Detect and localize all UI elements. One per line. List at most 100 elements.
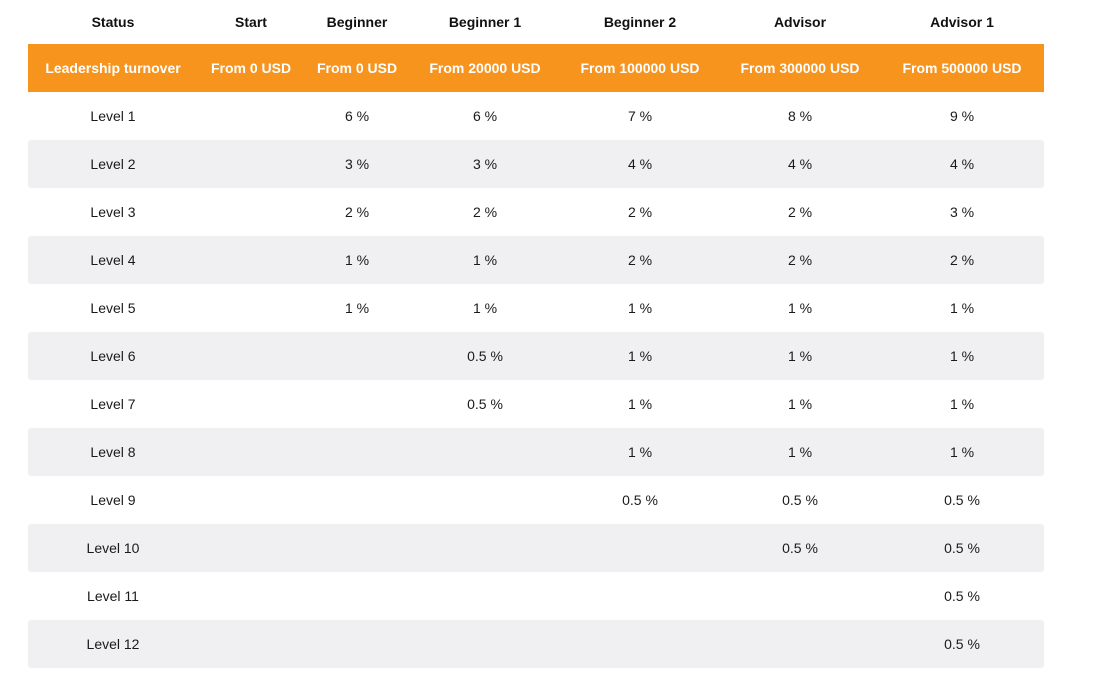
percentage-cell: 1 % [560,284,720,332]
percentage-cell: 2 % [560,236,720,284]
table-row: Level 7 0.5 % 1 % 1 % 1 % [28,380,1044,428]
turnover-advisor-1: From 500000 USD [880,44,1044,92]
percentage-cell [198,188,304,236]
percentage-cell [560,620,720,668]
percentage-cell: 6 % [410,92,560,140]
percentage-cell [720,572,880,620]
percentage-cell [410,428,560,476]
percentage-cell: 1 % [560,428,720,476]
percentage-cell [410,620,560,668]
percentage-cell: 2 % [560,188,720,236]
level-label: Level 11 [28,572,198,620]
turnover-beginner: From 0 USD [304,44,410,92]
percentage-cell: 1 % [880,428,1044,476]
level-label: Level 4 [28,236,198,284]
level-label: Level 10 [28,524,198,572]
percentage-cell [304,380,410,428]
level-label: Level 7 [28,380,198,428]
percentage-cell: 9 % [880,92,1044,140]
turnover-start: From 0 USD [198,44,304,92]
percentage-cell: 1 % [304,284,410,332]
percentage-cell [198,140,304,188]
percentage-cell [198,380,304,428]
status-beginner: Beginner [304,0,410,44]
level-label: Level 2 [28,140,198,188]
percentage-cell [304,620,410,668]
level-label: Level 12 [28,620,198,668]
percentage-cell [198,572,304,620]
turnover-advisor: From 300000 USD [720,44,880,92]
status-header-row: Status Start Beginner Beginner 1 Beginne… [28,0,1044,44]
percentage-cell: 6 % [304,92,410,140]
status-label: Status [28,0,198,44]
percentage-cell: 0.5 % [410,380,560,428]
percentage-cell: 1 % [410,284,560,332]
percentage-cell [410,524,560,572]
percentage-cell: 3 % [880,188,1044,236]
percentage-cell: 1 % [720,284,880,332]
turnover-header-row: Leadership turnover From 0 USD From 0 US… [28,44,1044,92]
percentage-cell: 1 % [410,236,560,284]
percentage-cell [560,572,720,620]
percentage-cell: 1 % [880,284,1044,332]
percentage-cell: 2 % [720,236,880,284]
percentage-cell [410,476,560,524]
percentage-cell: 1 % [880,332,1044,380]
commission-table: Status Start Beginner Beginner 1 Beginne… [28,0,1044,668]
percentage-cell [560,524,720,572]
turnover-label: Leadership turnover [28,44,198,92]
percentage-cell [410,572,560,620]
turnover-beginner-2: From 100000 USD [560,44,720,92]
percentage-cell: 3 % [304,140,410,188]
percentage-cell: 0.5 % [880,476,1044,524]
table-row: Level 11 0.5 % [28,572,1044,620]
percentage-cell [198,284,304,332]
percentage-cell: 0.5 % [880,524,1044,572]
percentage-cell: 1 % [304,236,410,284]
level-label: Level 9 [28,476,198,524]
commission-table-container: Status Start Beginner Beginner 1 Beginne… [28,0,1044,668]
percentage-cell: 0.5 % [880,572,1044,620]
percentage-cell: 2 % [410,188,560,236]
percentage-cell [304,476,410,524]
percentage-cell: 1 % [720,428,880,476]
percentage-cell: 0.5 % [720,524,880,572]
table-row: Level 10 0.5 % 0.5 % [28,524,1044,572]
level-label: Level 8 [28,428,198,476]
table-row: Level 9 0.5 % 0.5 % 0.5 % [28,476,1044,524]
percentage-cell: 2 % [880,236,1044,284]
percentage-cell: 4 % [720,140,880,188]
status-start: Start [198,0,304,44]
percentage-cell: 2 % [720,188,880,236]
table-row: Level 6 0.5 % 1 % 1 % 1 % [28,332,1044,380]
percentage-cell: 1 % [720,380,880,428]
percentage-cell: 3 % [410,140,560,188]
level-label: Level 1 [28,92,198,140]
percentage-cell: 4 % [560,140,720,188]
status-beginner-2: Beginner 2 [560,0,720,44]
percentage-cell: 0.5 % [410,332,560,380]
percentage-cell [304,572,410,620]
level-label: Level 6 [28,332,198,380]
percentage-cell: 0.5 % [880,620,1044,668]
status-advisor-1: Advisor 1 [880,0,1044,44]
percentage-cell: 1 % [880,380,1044,428]
turnover-beginner-1: From 20000 USD [410,44,560,92]
percentage-cell: 1 % [560,332,720,380]
status-beginner-1: Beginner 1 [410,0,560,44]
percentage-cell: 1 % [560,380,720,428]
level-label: Level 3 [28,188,198,236]
percentage-cell [198,332,304,380]
percentage-cell: 0.5 % [560,476,720,524]
percentage-cell [720,620,880,668]
percentage-cell: 2 % [304,188,410,236]
percentage-cell: 0.5 % [720,476,880,524]
percentage-cell [198,236,304,284]
